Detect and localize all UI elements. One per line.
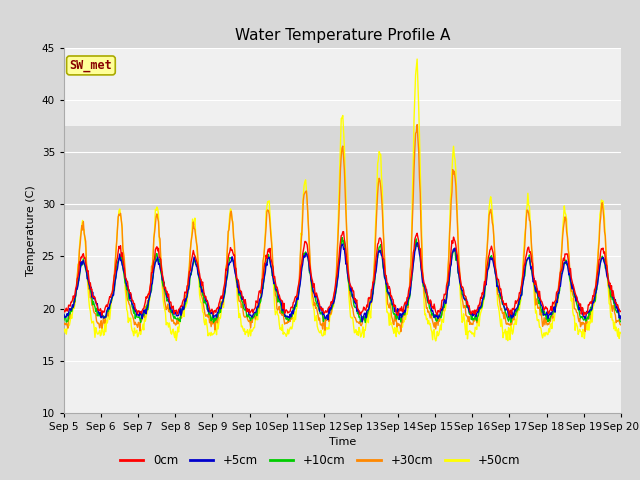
+50cm bbox=[410, 116, 418, 122]
Title: Water Temperature Profile A: Water Temperature Profile A bbox=[235, 28, 450, 43]
0cm bbox=[411, 237, 419, 242]
0cm bbox=[506, 313, 513, 319]
0cm bbox=[70, 295, 78, 301]
+5cm bbox=[411, 249, 419, 254]
+10cm bbox=[60, 317, 68, 323]
+5cm bbox=[127, 298, 135, 304]
+30cm bbox=[127, 311, 135, 317]
+5cm bbox=[184, 287, 192, 293]
+10cm bbox=[428, 312, 436, 318]
0cm bbox=[60, 308, 68, 313]
0cm bbox=[214, 305, 221, 311]
+5cm bbox=[617, 316, 625, 322]
+30cm bbox=[428, 315, 436, 321]
+30cm bbox=[184, 280, 192, 286]
+50cm bbox=[413, 56, 421, 62]
0cm bbox=[184, 282, 192, 288]
+50cm bbox=[214, 318, 221, 324]
+30cm bbox=[397, 329, 404, 335]
+10cm bbox=[70, 298, 78, 304]
Line: +50cm: +50cm bbox=[64, 59, 621, 341]
+10cm bbox=[214, 315, 221, 321]
0cm bbox=[127, 293, 135, 299]
Y-axis label: Temperature (C): Temperature (C) bbox=[26, 185, 36, 276]
0cm bbox=[617, 309, 625, 314]
Bar bbox=[64, 126, 621, 210]
+50cm bbox=[60, 329, 68, 335]
Line: +30cm: +30cm bbox=[64, 125, 621, 332]
Line: 0cm: 0cm bbox=[64, 232, 621, 316]
+10cm bbox=[338, 235, 346, 240]
X-axis label: Time: Time bbox=[329, 437, 356, 447]
+10cm bbox=[412, 240, 419, 245]
+50cm bbox=[184, 290, 192, 296]
+10cm bbox=[127, 298, 135, 303]
+30cm bbox=[70, 295, 78, 301]
0cm bbox=[340, 229, 348, 235]
+50cm bbox=[617, 330, 625, 336]
+30cm bbox=[214, 320, 221, 325]
+30cm bbox=[411, 147, 419, 153]
+5cm bbox=[214, 310, 221, 315]
+5cm bbox=[428, 308, 436, 314]
+10cm bbox=[617, 319, 625, 324]
Line: +5cm: +5cm bbox=[64, 243, 621, 322]
+50cm bbox=[127, 324, 135, 330]
Line: +10cm: +10cm bbox=[64, 238, 621, 323]
+30cm bbox=[617, 322, 625, 328]
+30cm bbox=[60, 321, 68, 327]
+5cm bbox=[60, 312, 68, 317]
+50cm bbox=[432, 338, 440, 344]
+5cm bbox=[70, 300, 78, 306]
+50cm bbox=[70, 306, 78, 312]
Legend: 0cm, +5cm, +10cm, +30cm, +50cm: 0cm, +5cm, +10cm, +30cm, +50cm bbox=[115, 449, 525, 472]
Text: SW_met: SW_met bbox=[70, 59, 112, 72]
+10cm bbox=[362, 320, 369, 325]
+10cm bbox=[184, 288, 192, 294]
+50cm bbox=[428, 326, 435, 332]
0cm bbox=[428, 299, 435, 304]
+30cm bbox=[413, 122, 421, 128]
+5cm bbox=[358, 319, 366, 324]
+5cm bbox=[413, 240, 421, 246]
